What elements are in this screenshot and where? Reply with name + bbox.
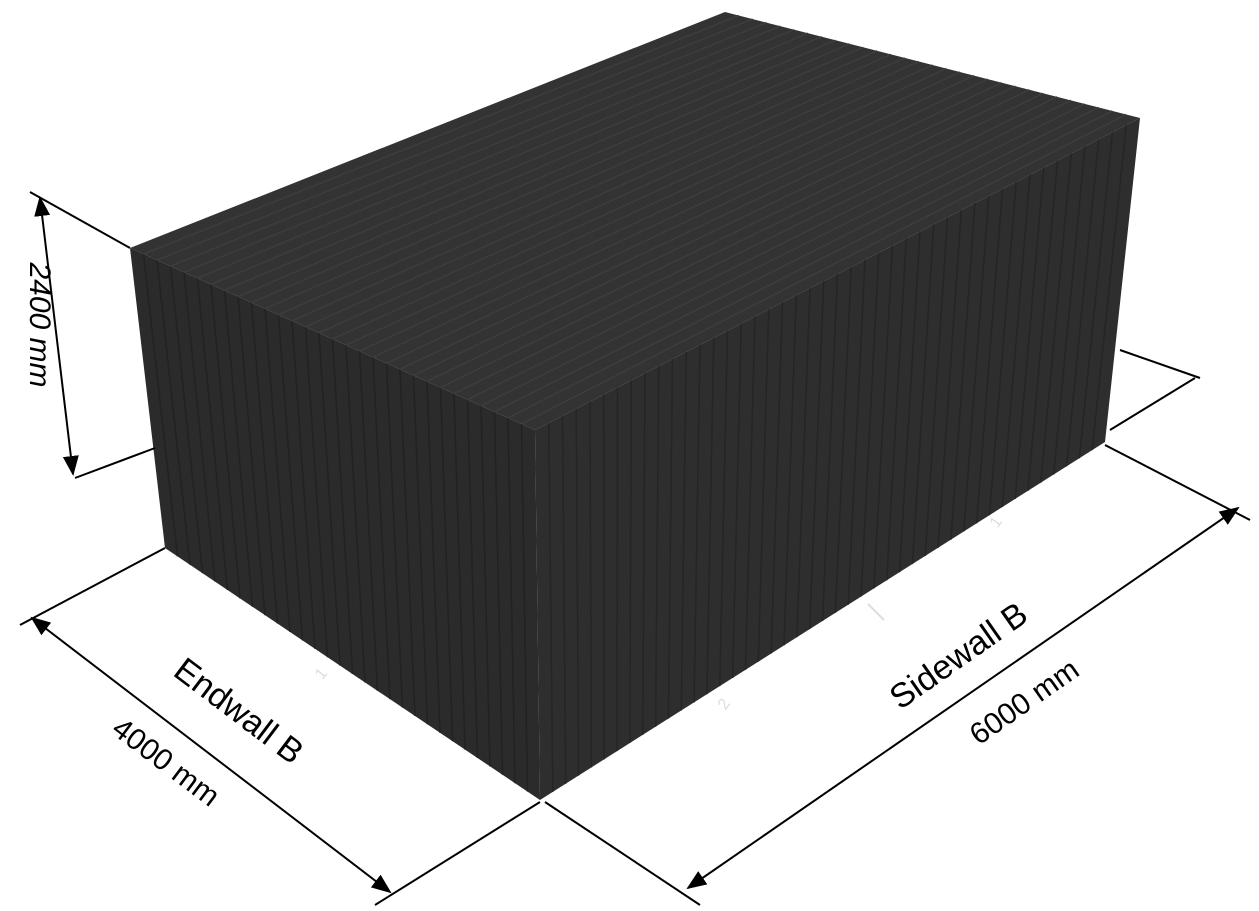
marker-tick	[868, 604, 884, 620]
marker-label: 2	[715, 696, 734, 713]
endwall-length: 4000 mm	[106, 712, 226, 814]
sidewall-length: 6000 mm	[964, 653, 1085, 752]
marker-label: 1	[312, 665, 331, 683]
extension-line	[20, 548, 165, 625]
shed-diagram: 2400 mm Endwall B 4000 mm Sidewall B 600…	[0, 0, 1259, 911]
extension-line	[375, 802, 540, 905]
extension-line	[1120, 350, 1200, 378]
shed	[130, 12, 1140, 800]
marker-label: 1	[987, 514, 1006, 531]
extension-line	[1105, 445, 1250, 520]
extension-line	[75, 448, 155, 478]
back-arrow	[1110, 378, 1195, 430]
endwall-name: Endwall B	[167, 651, 311, 772]
extension-line	[545, 802, 700, 905]
height-label: 2400 mm	[23, 261, 56, 387]
